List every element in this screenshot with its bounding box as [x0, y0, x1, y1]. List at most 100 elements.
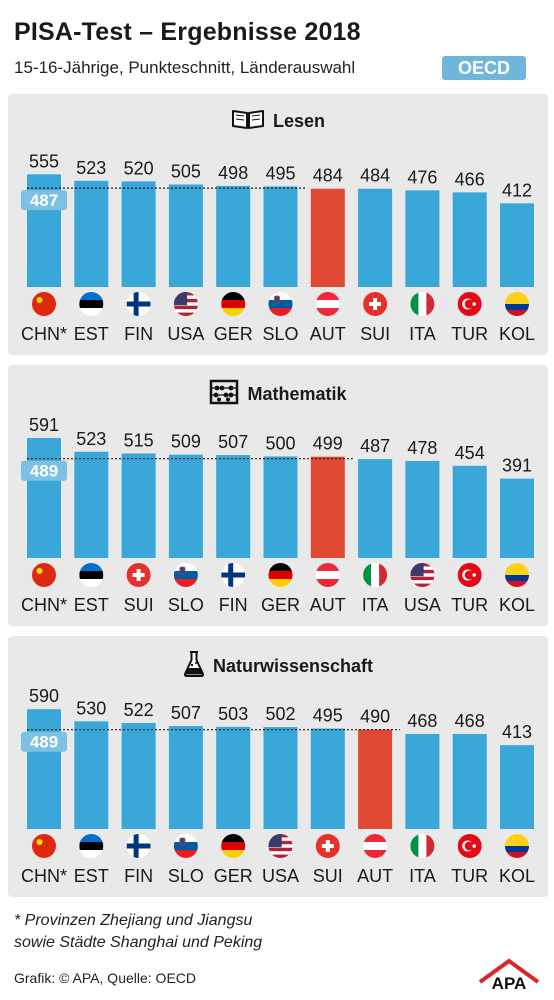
- category-label: KOL: [499, 866, 535, 886]
- category-label: FIN: [124, 324, 153, 344]
- category-label: USA: [167, 324, 204, 344]
- bar-ger: [263, 456, 298, 558]
- bar-chn: [27, 709, 61, 829]
- value-label: 454: [455, 443, 485, 463]
- category-label: EST: [74, 324, 109, 344]
- bar-ger: [216, 726, 251, 829]
- panel-title-mathematik: Mathematik: [8, 379, 548, 410]
- apa-logo-text: APA: [492, 974, 527, 990]
- italy-flag-icon: [410, 834, 435, 858]
- value-label: 498: [218, 163, 248, 183]
- usa-flag-icon: [268, 834, 293, 858]
- value-label: 530: [76, 698, 106, 718]
- value-label: 495: [313, 705, 343, 725]
- value-label: 500: [265, 433, 295, 453]
- colombia-flag-icon: [505, 292, 529, 316]
- category-label: FIN: [219, 595, 248, 615]
- category-label: KOL: [499, 595, 535, 615]
- bar-tur: [452, 733, 487, 829]
- china-flag-icon: [32, 292, 56, 316]
- value-label: 476: [407, 167, 437, 187]
- finland-flag-icon: [221, 563, 246, 587]
- value-label: 466: [455, 169, 485, 189]
- category-label: ITA: [409, 324, 436, 344]
- chart-naturwissenschaft: 489 590 CHN* 530 EST 522 FIN 507 SLO 503 GER 502 USA…: [21, 686, 535, 886]
- italy-flag-icon: [410, 292, 435, 316]
- panel-lesen: Lesen 487 555 CHN* 523 EST 520 FIN 505 USA 498 GER…: [8, 94, 548, 355]
- footnote-line-1: * Provinzen Zhejiang und Jiangsu: [14, 912, 253, 929]
- bar-tur: [452, 465, 487, 558]
- value-label: 523: [76, 158, 106, 178]
- china-flag-icon: [32, 834, 56, 858]
- category-label: SLO: [262, 324, 298, 344]
- category-label: EST: [74, 866, 109, 886]
- value-label: 503: [218, 704, 248, 724]
- category-label: AUT: [310, 595, 346, 615]
- value-label: 505: [171, 161, 201, 181]
- category-label: FIN: [124, 866, 153, 886]
- average-box: [21, 731, 67, 752]
- apa-logo: APA: [478, 958, 540, 990]
- finland-flag-icon: [126, 292, 151, 316]
- category-label: SUI: [124, 595, 154, 615]
- bar-est: [74, 451, 109, 558]
- category-label: EST: [74, 595, 109, 615]
- bar-slo: [263, 186, 298, 287]
- value-label: 484: [313, 166, 343, 186]
- estonia-flag-icon: [79, 834, 104, 858]
- category-label: SLO: [168, 595, 204, 615]
- value-label: 413: [502, 722, 532, 742]
- category-label: KOL: [499, 324, 535, 344]
- value-label: 523: [76, 429, 106, 449]
- bar-chn: [27, 438, 61, 558]
- bar-fin: [121, 181, 156, 287]
- category-label: AUT: [357, 866, 393, 886]
- flask-icon: [183, 650, 205, 683]
- value-label: 468: [455, 711, 485, 731]
- average-box: [21, 190, 67, 211]
- value-label: 391: [502, 456, 532, 476]
- bar-slo: [168, 726, 203, 829]
- bar-ita: [405, 190, 440, 287]
- switzerland-flag-icon: [315, 834, 340, 858]
- source-badge: OECD: [442, 56, 526, 80]
- value-label: 520: [124, 158, 154, 178]
- category-label: ITA: [362, 595, 389, 615]
- slovenia-flag-icon: [173, 563, 198, 587]
- bar-sui: [310, 728, 345, 829]
- china-flag-icon: [32, 563, 56, 587]
- value-label: 590: [29, 686, 59, 706]
- bar-est: [74, 721, 109, 829]
- panel-mathematik: Mathematik 489 591 CHN* 523 EST 515 SUI 509 SLO 5…: [8, 365, 548, 626]
- category-label: SLO: [168, 866, 204, 886]
- bar-sui: [121, 453, 156, 558]
- category-label: SUI: [360, 324, 390, 344]
- slovenia-flag-icon: [173, 834, 198, 858]
- turkey-flag-icon: [457, 292, 482, 316]
- value-label: 591: [29, 415, 59, 435]
- category-label: CHN*: [21, 866, 67, 886]
- category-label: CHN*: [21, 595, 67, 615]
- category-label: TUR: [451, 866, 488, 886]
- category-label: GER: [214, 866, 253, 886]
- average-label: 489: [30, 462, 58, 481]
- bar-kol: [500, 478, 534, 558]
- bar-aut: [358, 729, 393, 829]
- value-label: 495: [265, 163, 295, 183]
- austria-flag-icon: [363, 834, 388, 858]
- bar-slo: [168, 454, 203, 558]
- switzerland-flag-icon: [126, 563, 151, 587]
- germany-flag-icon: [268, 563, 293, 587]
- footnote: * Provinzen Zhejiang und Jiangsu sowie S…: [14, 910, 262, 954]
- bar-est: [74, 180, 109, 287]
- value-label: 468: [407, 711, 437, 731]
- usa-flag-icon: [173, 292, 198, 316]
- bar-ita: [405, 733, 440, 829]
- chart-lesen: 487 555 CHN* 523 EST 520 FIN 505 USA 498 GER 495 SLO…: [21, 151, 535, 344]
- value-label: 509: [171, 432, 201, 452]
- austria-flag-icon: [315, 292, 340, 316]
- category-label: USA: [404, 595, 441, 615]
- chart-mathematik: 489 591 CHN* 523 EST 515 SUI 509 SLO 507 FIN 500 GER…: [21, 415, 535, 615]
- value-label: 555: [29, 151, 59, 171]
- category-label: TUR: [451, 324, 488, 344]
